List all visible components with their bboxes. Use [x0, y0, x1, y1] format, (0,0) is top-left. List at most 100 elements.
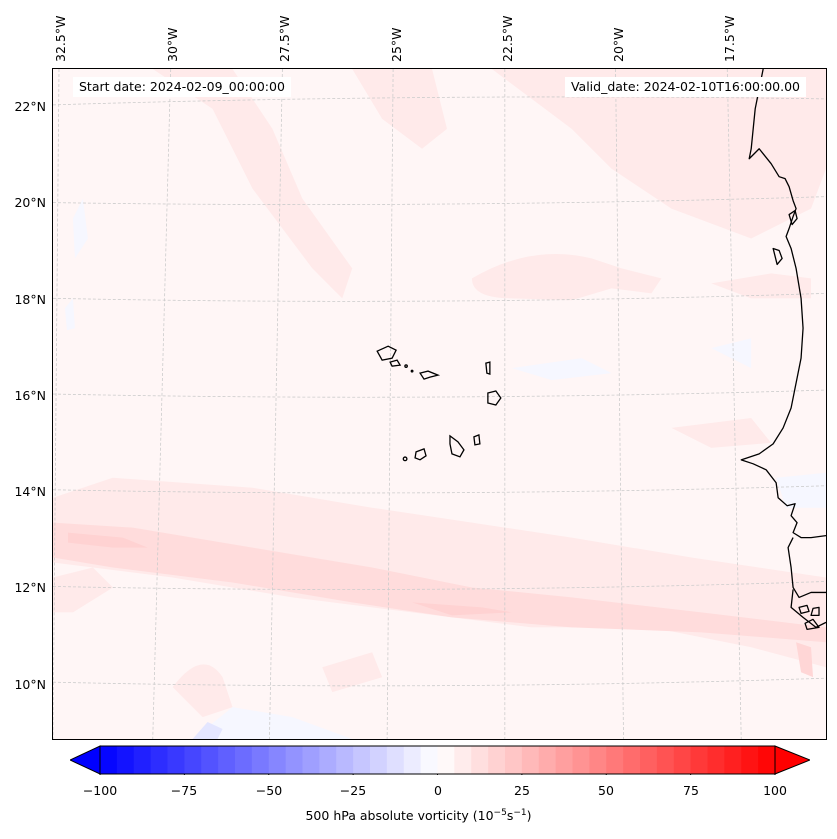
colorbar-segment: [471, 746, 489, 774]
parallel-line: [53, 485, 826, 494]
contour-positive-mid: [412, 602, 512, 616]
colorbar-tick-label: −50: [255, 783, 283, 798]
colorbar-segment: [353, 746, 371, 774]
colorbar-tick-label: 25: [514, 783, 530, 798]
contour-positive-weak: [352, 69, 447, 149]
island-sao-nicolau: [419, 370, 441, 380]
parallel-line: [53, 677, 826, 687]
parallel-line: [53, 96, 826, 106]
island-santo-antao: [376, 345, 397, 361]
colorbar: [70, 745, 810, 775]
colorbar-segment: [741, 746, 759, 774]
colorbar-segment: [420, 746, 438, 774]
island-maio: [473, 433, 481, 446]
colorbar-segment: [521, 746, 540, 774]
contour-positive-mid: [796, 642, 814, 678]
colorbar-segment: [133, 746, 152, 774]
lat-label: 14°N: [14, 484, 46, 499]
colorbar-segment: [589, 746, 607, 774]
island-santa-luzia: [404, 364, 408, 368]
colorbar-tick-label: 0: [434, 783, 442, 798]
lon-label: 27.5°W: [277, 15, 292, 62]
island-fogo: [414, 448, 427, 461]
colorbar-segment: [707, 746, 725, 774]
lon-label: 17.5°W: [722, 15, 737, 62]
colorbar-tick-label: 50: [598, 783, 614, 798]
colorbar-segment: [116, 746, 135, 774]
meridian-line: [726, 69, 742, 739]
lon-label: 20°W: [611, 27, 626, 62]
colorbar-tick-label: −100: [82, 783, 118, 798]
colorbar-segment: [336, 746, 354, 774]
lon-label: 32.5°W: [53, 15, 68, 62]
lon-label: 22.5°W: [500, 15, 515, 62]
colorbar-segments: [100, 746, 776, 774]
colorbar-segment: [606, 746, 624, 774]
island-sal: [485, 361, 491, 375]
colorbar-segment: [235, 746, 253, 774]
colorbar-segment: [302, 746, 320, 774]
parallel-line: [53, 196, 826, 205]
valid-date-label: Valid_date: 2024-02-10T16:00:00.00: [564, 77, 806, 97]
colorbar-segment: [201, 746, 219, 774]
lat-label: 16°N: [14, 388, 46, 403]
parallel-line: [53, 581, 826, 590]
meridian-line: [53, 69, 60, 739]
colorbar-segment: [251, 746, 270, 774]
lat-label: 20°N: [14, 195, 46, 210]
colorbar-segment: [623, 746, 641, 774]
contour-negative-weak: [711, 338, 752, 369]
island-raso: [410, 369, 414, 373]
colorbar-segment: [184, 746, 202, 774]
contour-negative-weak: [64, 298, 75, 331]
contour-positive-weak: [322, 652, 383, 693]
coastal-island: [788, 209, 798, 226]
island-sao-vicente: [389, 359, 402, 367]
colorbar-segment: [386, 746, 405, 774]
coastal-island: [804, 618, 820, 630]
colorbar-segment: [656, 746, 675, 774]
colorbar-segment: [690, 746, 708, 774]
parallel-line: [53, 389, 826, 398]
africa-coastline: [790, 589, 826, 628]
colorbar-segment: [319, 746, 337, 774]
contour-positive-weak: [53, 567, 113, 613]
contour-positive-mid: [53, 522, 826, 643]
lon-label: 30°W: [165, 27, 180, 62]
colorbar-segment: [454, 746, 472, 774]
colorbar-tick-label: 75: [683, 783, 699, 798]
colorbar-extend-high: [774, 745, 810, 775]
map-axes[interactable]: Start date: 2024-02-09_00:00:00 Valid_da…: [52, 68, 827, 740]
contour-negative-weak: [511, 358, 612, 381]
lon-label: 25°W: [389, 27, 404, 62]
colorbar-segment: [758, 746, 776, 774]
cape-verde-islands: [376, 345, 502, 462]
contour-positive-mid: [67, 532, 148, 548]
meridian-line: [152, 69, 172, 739]
contour-positive-weak: [711, 273, 812, 299]
africa-coastline: [772, 247, 783, 266]
vorticity-field: [53, 69, 826, 739]
colorbar-segment: [150, 746, 168, 774]
meridian-line: [269, 69, 283, 739]
coastal-island: [810, 606, 820, 617]
colorbar-extend-low: [70, 745, 101, 775]
coastal-island: [798, 604, 810, 615]
contour-positive-weak: [471, 253, 662, 301]
africa-coastline: [740, 69, 826, 539]
colorbar-tick-label: −25: [339, 783, 367, 798]
africa-coastline: [787, 537, 826, 599]
contour-negative-weak: [72, 198, 88, 259]
lat-label: 10°N: [14, 677, 46, 692]
meridian-line: [615, 69, 624, 739]
colorbar-segment: [403, 746, 422, 774]
colorbar-tick-label: 100: [763, 783, 787, 798]
colorbar-segment: [268, 746, 287, 774]
contour-positive-weak: [172, 664, 233, 718]
colorbar-segment: [538, 746, 557, 774]
island-santiago: [449, 434, 465, 458]
lat-label: 22°N: [14, 99, 46, 114]
contour-negative-weak: [192, 722, 223, 739]
colorbar-ticks: [99, 774, 776, 775]
contour-positive-weak: [671, 417, 772, 448]
